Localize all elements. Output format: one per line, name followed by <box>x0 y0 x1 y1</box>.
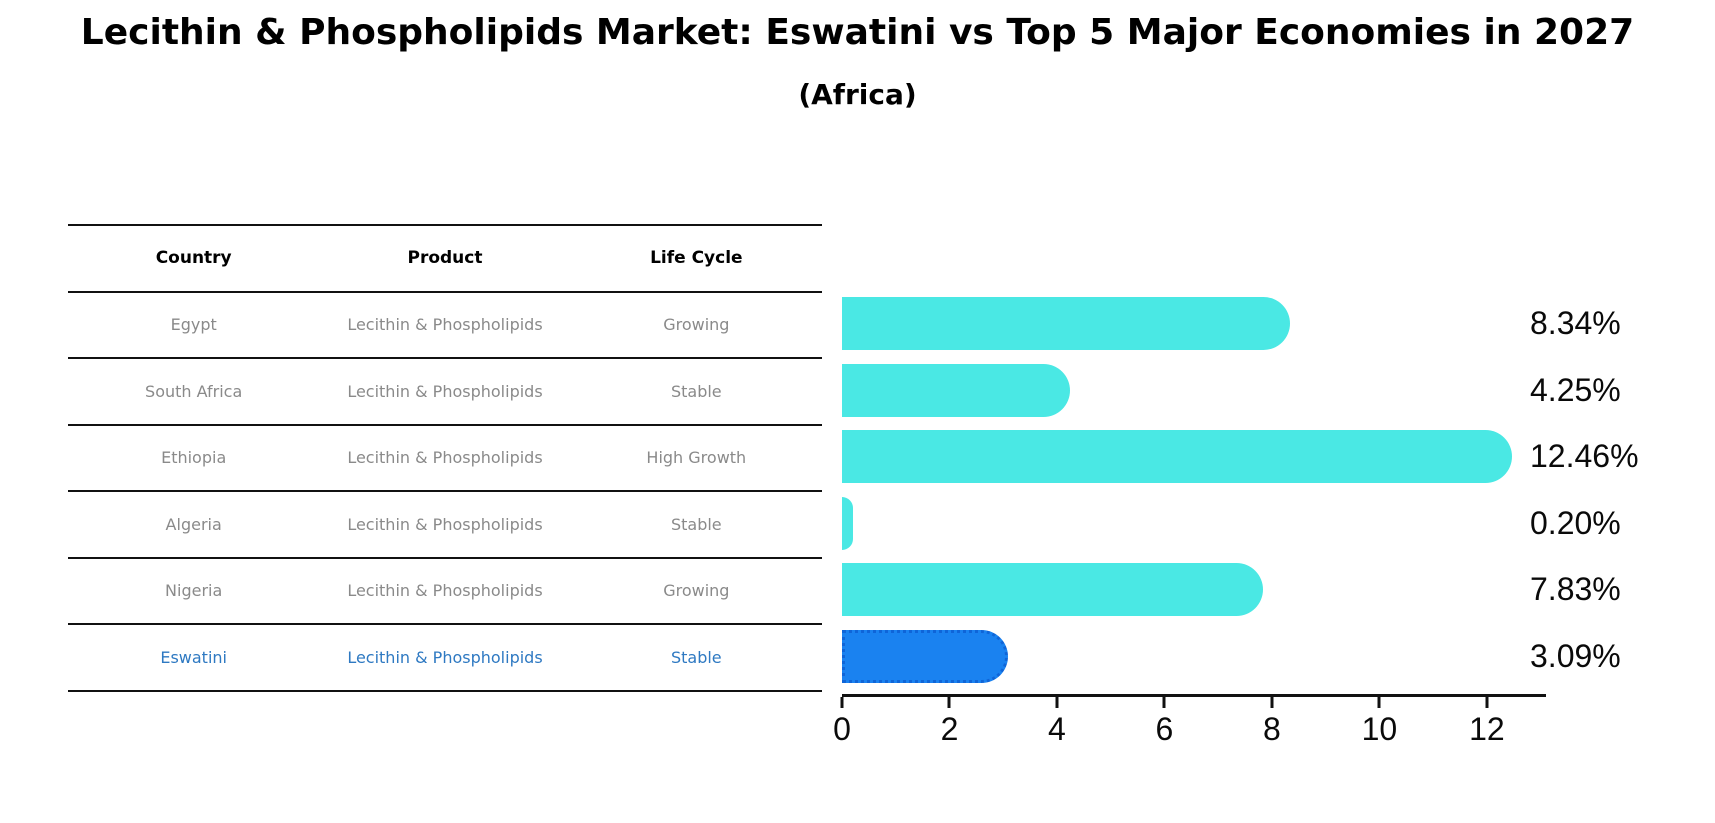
bar-ethiopia <box>842 430 1512 484</box>
life-cycle-cell: Growing <box>663 581 730 601</box>
x-axis-tick-mark <box>1055 697 1059 708</box>
product-cell: Lecithin & Phospholipids <box>347 448 543 468</box>
bar-south-africa <box>842 363 1071 417</box>
x-axis-tick-label: 12 <box>1469 711 1505 747</box>
x-axis-tick-label: 8 <box>1263 711 1281 747</box>
column-header-life-cycle: Life Cycle <box>650 248 743 269</box>
table-row: Nigeria Lecithin & Phospholipids Growing <box>68 556 822 624</box>
table-row: Algeria Lecithin & Phospholipids Stable <box>68 490 822 557</box>
bar-nigeria <box>842 563 1263 617</box>
value-label-south-africa: 4.25% <box>1530 371 1621 408</box>
bar-eswatini-highlighted <box>842 629 1009 683</box>
table-row: Egypt Lecithin & Phospholipids Growing <box>68 290 822 358</box>
value-label-algeria: 0.20% <box>1530 504 1621 541</box>
value-label-egypt: 8.34% <box>1530 305 1621 342</box>
x-axis-tick-mark <box>1377 697 1381 708</box>
x-axis-ticks: 0 2 4 6 8 10 12 <box>833 697 1546 757</box>
bar-egypt <box>842 297 1291 351</box>
column-header-product: Product <box>407 248 483 269</box>
value-label-ethiopia: 12.46% <box>1530 438 1639 475</box>
country-table: Country Product Life Cycle Egypt Lecithi… <box>68 224 822 692</box>
value-label-nigeria: 7.83% <box>1530 571 1621 608</box>
product-cell: Lecithin & Phospholipids <box>347 647 543 667</box>
x-axis-tick-label: 10 <box>1361 711 1398 747</box>
x-axis-tick-mark <box>840 697 844 708</box>
column-header-country: Country <box>155 248 232 269</box>
table-header-row: Country Product Life Cycle <box>68 224 822 291</box>
x-axis-tick-mark <box>1485 697 1489 708</box>
country-cell: Egypt <box>170 315 217 335</box>
x-axis-tick-label: 4 <box>1048 711 1066 747</box>
country-cell: Algeria <box>165 514 222 534</box>
table-row: Ethiopia Lecithin & Phospholipids High G… <box>68 423 822 491</box>
bar-plot-area <box>842 291 1546 690</box>
life-cycle-cell: Stable <box>670 381 722 401</box>
value-labels: 8.34% 4.25% 12.46% 0.20% 7.83% 3.09% <box>1530 291 1710 690</box>
product-cell: Lecithin & Phospholipids <box>347 315 543 335</box>
bar-row <box>842 424 1546 491</box>
x-axis-line <box>842 694 1546 697</box>
x-axis-tick-mark <box>1162 697 1166 708</box>
page-subtitle: (Africa) <box>798 78 917 111</box>
country-cell: Eswatini <box>160 647 227 667</box>
page-title: Lecithin & Phospholipids Market: Eswatin… <box>80 12 1635 53</box>
x-axis-tick-mark <box>947 697 951 708</box>
bar-row <box>842 291 1546 358</box>
bar-row <box>842 623 1546 690</box>
x-axis-tick-label: 0 <box>833 711 851 747</box>
bar-row <box>842 557 1546 624</box>
table-row: South Africa Lecithin & Phospholipids St… <box>68 357 822 424</box>
life-cycle-cell: Growing <box>663 315 730 335</box>
country-cell: Ethiopia <box>161 448 227 468</box>
product-cell: Lecithin & Phospholipids <box>347 381 543 401</box>
x-axis-tick-label: 2 <box>940 711 959 747</box>
bar-algeria <box>842 496 853 550</box>
x-axis-tick-mark <box>1270 697 1274 708</box>
product-cell: Lecithin & Phospholipids <box>347 581 543 601</box>
life-cycle-cell: High Growth <box>646 448 747 468</box>
product-cell: Lecithin & Phospholipids <box>347 514 543 534</box>
value-label-eswatini: 3.09% <box>1530 637 1621 674</box>
country-cell: South Africa <box>145 381 243 401</box>
country-cell: Nigeria <box>165 581 223 601</box>
life-cycle-cell: Stable <box>670 514 722 534</box>
x-axis-tick-label: 6 <box>1155 711 1174 747</box>
life-cycle-cell: Stable <box>670 647 722 667</box>
table-row-eswatini-highlighted: Eswatini Lecithin & Phospholipids Stable <box>68 623 822 690</box>
bar-row <box>842 357 1546 424</box>
bar-row <box>842 490 1546 557</box>
